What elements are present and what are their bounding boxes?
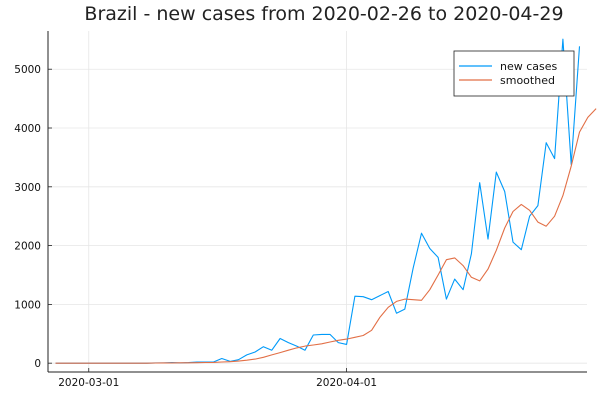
y-tick-label: 3000 xyxy=(14,182,41,194)
legend-label-smoothed: smoothed xyxy=(500,74,555,87)
series-lines xyxy=(55,38,597,364)
smoothed-line xyxy=(55,108,597,364)
y-tick-label: 4000 xyxy=(14,123,41,135)
y-tick-label: 0 xyxy=(34,358,41,370)
grid xyxy=(48,31,587,372)
y-tick-label: 1000 xyxy=(14,299,41,311)
axes xyxy=(47,31,587,373)
y-tick-labels: 0 1000 2000 3000 4000 5000 xyxy=(14,64,41,370)
legend: new cases smoothed xyxy=(453,50,575,97)
y-tick-label: 5000 xyxy=(14,64,41,76)
chart-title: Brazil - new cases from 2020-02-26 to 20… xyxy=(84,3,563,25)
x-tick-labels: 2020-03-01 2020-04-01 xyxy=(58,377,377,389)
x-tick-label: 2020-04-01 xyxy=(316,377,377,389)
y-tick-label: 2000 xyxy=(14,241,41,253)
legend-label-new-cases: new cases xyxy=(500,60,558,73)
legend-box xyxy=(453,50,575,97)
x-tick-label: 2020-03-01 xyxy=(58,377,119,389)
